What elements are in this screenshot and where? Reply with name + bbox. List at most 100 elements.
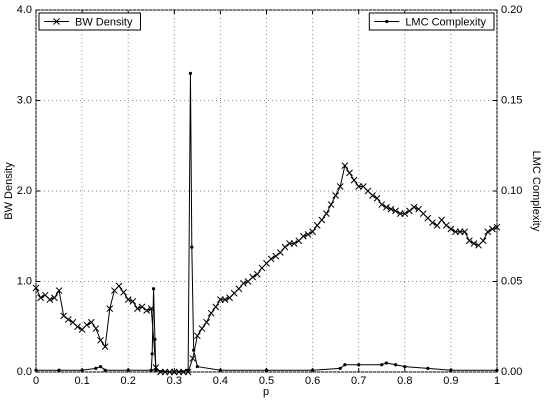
data-point bbox=[172, 370, 176, 374]
data-point bbox=[124, 296, 132, 303]
data-point bbox=[392, 207, 399, 215]
data-point bbox=[313, 222, 321, 229]
y-tick-label: 4.0 bbox=[17, 4, 32, 16]
data-point bbox=[429, 219, 436, 227]
data-point bbox=[461, 228, 469, 236]
data-point bbox=[484, 228, 492, 236]
series-line bbox=[35, 164, 498, 373]
y-tick-label: 3.0 bbox=[17, 94, 32, 106]
data-point bbox=[327, 201, 335, 208]
y-tick-label: 2.0 bbox=[17, 185, 32, 197]
data-point bbox=[138, 303, 146, 311]
data-point bbox=[126, 368, 130, 372]
data-point bbox=[60, 312, 68, 320]
data-point bbox=[393, 363, 398, 367]
data-point bbox=[341, 162, 349, 170]
y2-tick-label: 0.15 bbox=[501, 94, 522, 106]
data-point bbox=[120, 289, 127, 296]
data-point bbox=[495, 368, 499, 372]
data-point bbox=[83, 321, 91, 329]
data-point bbox=[442, 222, 450, 229]
x-tick-label: 0.2 bbox=[121, 375, 136, 387]
legend-box bbox=[38, 12, 141, 31]
data-point bbox=[276, 249, 284, 256]
data-point bbox=[57, 368, 61, 372]
data-point bbox=[383, 203, 390, 211]
data-point bbox=[235, 285, 243, 293]
data-point bbox=[98, 364, 103, 369]
data-point bbox=[64, 316, 72, 323]
data-point bbox=[410, 203, 418, 211]
data-point bbox=[153, 337, 157, 342]
data-point bbox=[150, 352, 154, 356]
data-point bbox=[343, 363, 347, 367]
y-tick-label: 1.0 bbox=[17, 275, 32, 287]
data-point bbox=[151, 287, 156, 291]
legend: BW Density bbox=[38, 12, 141, 31]
data-point bbox=[304, 231, 312, 238]
data-point bbox=[34, 368, 38, 372]
data-point bbox=[129, 298, 137, 305]
data-point bbox=[37, 294, 44, 302]
data-point bbox=[80, 368, 84, 372]
data-point bbox=[300, 232, 307, 240]
x-tick-label: 0.3 bbox=[167, 375, 182, 387]
x-tick-label: 0.5 bbox=[259, 375, 274, 387]
data-point bbox=[149, 368, 153, 372]
x-axis-label: p bbox=[263, 386, 269, 398]
data-point bbox=[94, 366, 98, 370]
x-tick-label: 0 bbox=[33, 375, 39, 387]
legend-marker bbox=[53, 18, 60, 25]
data-point bbox=[338, 366, 342, 370]
data-point bbox=[154, 368, 158, 372]
legend: LMC Complexity bbox=[368, 12, 495, 31]
data-point bbox=[406, 207, 413, 215]
data-point bbox=[106, 305, 114, 313]
data-point bbox=[318, 216, 326, 224]
data-point bbox=[212, 303, 220, 311]
data-point bbox=[332, 192, 340, 199]
data-point bbox=[115, 282, 123, 290]
data-point bbox=[272, 252, 280, 260]
legend-label: BW Density bbox=[75, 16, 133, 28]
x-tick-label: 0.6 bbox=[305, 375, 320, 387]
data-point bbox=[309, 228, 316, 236]
data-point bbox=[97, 336, 104, 344]
legend-label: LMC Complexity bbox=[405, 16, 486, 28]
data-point bbox=[92, 325, 100, 332]
data-point bbox=[192, 348, 196, 352]
data-point bbox=[74, 323, 81, 331]
y2-tick-label: 0.10 bbox=[501, 185, 522, 197]
data-point bbox=[143, 307, 150, 314]
data-point bbox=[401, 210, 409, 217]
data-point bbox=[218, 368, 222, 372]
data-point bbox=[198, 325, 206, 332]
data-point bbox=[207, 309, 215, 317]
data-point bbox=[253, 270, 261, 278]
data-point bbox=[493, 223, 501, 231]
y2-tick-label: 0.00 bbox=[501, 366, 522, 378]
data-point bbox=[403, 364, 407, 369]
data-point bbox=[470, 240, 478, 247]
data-point bbox=[384, 361, 388, 365]
x-tick-label: 0.7 bbox=[351, 375, 366, 387]
data-point bbox=[378, 201, 386, 208]
data-point bbox=[281, 243, 289, 251]
data-point bbox=[32, 284, 40, 292]
data-point bbox=[479, 237, 487, 245]
data-point bbox=[357, 363, 361, 367]
x-tick-label: 0.4 bbox=[213, 375, 228, 387]
y-axis-label: BW Density bbox=[3, 162, 15, 220]
data-point bbox=[264, 368, 269, 372]
data-point bbox=[221, 296, 229, 303]
data-point bbox=[346, 169, 353, 177]
data-point bbox=[449, 368, 453, 372]
data-point bbox=[433, 222, 441, 229]
data-point bbox=[369, 192, 376, 199]
data-point bbox=[134, 305, 141, 313]
data-point bbox=[188, 71, 193, 75]
data-point bbox=[101, 343, 109, 351]
data-point bbox=[311, 368, 315, 372]
x-tick-label: 0.9 bbox=[443, 375, 458, 387]
